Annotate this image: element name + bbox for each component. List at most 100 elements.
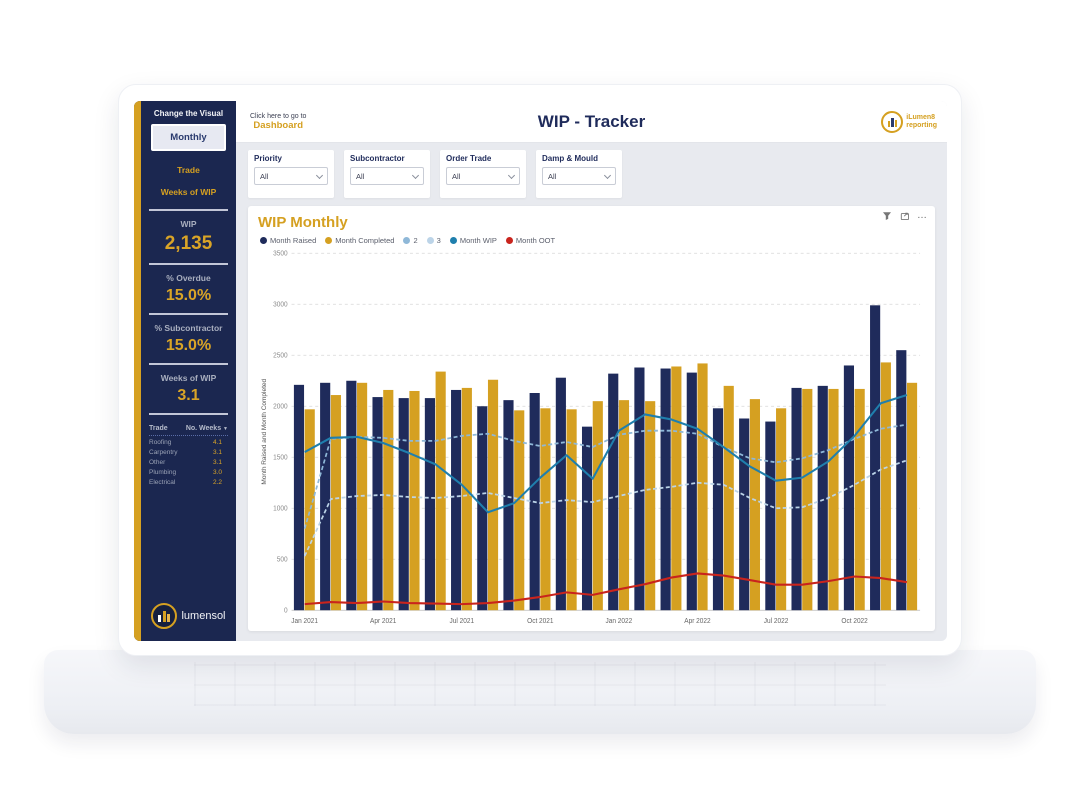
- legend-item[interactable]: 2: [403, 236, 418, 245]
- filter-order-trade: Order Trade All: [440, 150, 526, 198]
- trade-name: Other: [149, 459, 166, 466]
- sidebar-item-monthly[interactable]: Monthly: [151, 124, 226, 151]
- svg-text:1000: 1000: [273, 505, 288, 512]
- filter-order-trade-dropdown[interactable]: All: [446, 167, 520, 185]
- filter-priority-dropdown[interactable]: All: [254, 167, 328, 185]
- trade-table-col-trade[interactable]: Trade: [149, 424, 168, 432]
- y-axis-label: Month Raised and Month Completed: [261, 378, 268, 484]
- kpi-subcontractor-label: % Subcontractor: [154, 323, 223, 333]
- sort-indicator-icon: ▼: [223, 425, 228, 432]
- bar-month-completed: [671, 366, 682, 611]
- legend-item[interactable]: 3: [426, 236, 441, 245]
- trade-table-col-no-weeks[interactable]: No. Weeks ▼: [185, 424, 228, 432]
- svg-text:2500: 2500: [273, 353, 288, 360]
- svg-text:3500: 3500: [273, 251, 288, 258]
- legend-item[interactable]: Month OOT: [505, 236, 555, 245]
- trade-name: Carpentry: [149, 449, 178, 456]
- trade-name: Roofing: [149, 439, 172, 446]
- bar-month-completed: [330, 395, 341, 611]
- chart-legend: Month Raised Month Completed 2 3 Month WIP Mo…: [260, 236, 925, 245]
- dashboard: Change the Visual Monthly Trade Weeks of…: [134, 101, 947, 641]
- filter-damp-mould-dropdown[interactable]: All: [542, 167, 616, 185]
- top-bar: Click here to go to Dashboard WIP - Trac…: [236, 101, 947, 143]
- filter-priority-value: All: [260, 171, 269, 181]
- kpi-weeks-of-wip: Weeks of WIP 3.1: [141, 371, 236, 407]
- ilumen8-logo: iLumen8 reporting: [881, 110, 937, 133]
- bar-month-raised: [398, 398, 409, 611]
- more-options-icon[interactable]: …: [917, 209, 927, 221]
- trade-name: Plumbing: [149, 469, 177, 476]
- filter-subcontractor-dropdown[interactable]: All: [350, 167, 424, 185]
- bar-month-raised: [320, 382, 331, 611]
- dashboard-link[interactable]: Dashboard: [253, 119, 304, 131]
- bar-month-completed: [618, 400, 630, 611]
- bar-month-completed: [461, 387, 472, 611]
- svg-text:Jan 2022: Jan 2022: [606, 618, 633, 625]
- legend-dot-icon: [260, 237, 267, 244]
- focus-mode-icon[interactable]: [899, 210, 910, 221]
- brand-line2: reporting: [906, 121, 937, 129]
- brand-line1: iLumen8: [906, 113, 936, 121]
- chevron-down-icon: [507, 171, 516, 179]
- svg-text:Apr 2021: Apr 2021: [370, 618, 397, 625]
- kpi-wip-value: 2,135: [164, 233, 213, 254]
- table-row: Roofing 4.1: [149, 438, 228, 448]
- legend-item[interactable]: Month WIP: [449, 236, 497, 245]
- kpi-overdue: % Overdue 15.0%: [141, 271, 236, 307]
- bar-month-raised: [765, 421, 776, 611]
- divider: [149, 363, 228, 365]
- lumensol-logo: lumensol: [141, 593, 236, 641]
- bar-month-raised: [896, 350, 907, 611]
- chart-area: 0 500 1000 1500 2000 2500 3000 3500 Jan 2021 Apr …: [258, 247, 925, 627]
- filter-subcontractor: Subcontractor All: [344, 150, 430, 198]
- chevron-down-icon: [315, 171, 324, 179]
- svg-text:Apr 2022: Apr 2022: [684, 618, 711, 625]
- kpi-weeks-value: 3.1: [177, 387, 200, 404]
- bar-month-completed: [592, 401, 603, 611]
- bar-month-raised: [791, 387, 802, 611]
- legend-item[interactable]: Month Completed: [325, 236, 394, 245]
- bar-month-completed: [435, 371, 446, 611]
- bar-month-raised: [555, 377, 566, 611]
- sidebar-item-weeks-of-wip[interactable]: Weeks of WIP: [160, 187, 217, 197]
- bar-month-raised: [293, 384, 305, 611]
- bar-month-completed: [487, 379, 499, 611]
- filter-damp-mould: Damp & Mould All: [536, 150, 622, 198]
- line-2: [303, 423, 908, 529]
- kpi-weeks-label: Weeks of WIP: [160, 373, 217, 383]
- laptop-base: [44, 650, 1036, 734]
- bar-month-completed: [566, 409, 577, 611]
- bar-month-raised: [608, 373, 619, 611]
- bar-month-completed: [828, 388, 839, 611]
- divider: [149, 413, 228, 415]
- bar-month-completed: [854, 388, 865, 611]
- bar-month-raised: [634, 367, 645, 611]
- filter-priority-label: Priority: [254, 154, 283, 163]
- wip-monthly-chart[interactable]: 0 500 1000 1500 2000 2500 3000 3500 Jan 2021 Apr …: [258, 247, 925, 627]
- filter-icon[interactable]: [881, 210, 892, 221]
- trade-name: Electrical: [149, 479, 176, 486]
- sidebar-item-trade[interactable]: Trade: [177, 165, 200, 175]
- page-title: WIP - Tracker: [537, 111, 646, 131]
- chevron-down-icon: [603, 171, 612, 179]
- bar-month-raised: [451, 389, 462, 611]
- filter-strip: Priority All Subcontractor All: [236, 143, 947, 198]
- svg-text:2000: 2000: [273, 404, 288, 411]
- laptop-screen-bezel: Change the Visual Monthly Trade Weeks of…: [118, 84, 962, 656]
- svg-text:500: 500: [277, 556, 288, 563]
- bar-month-raised: [817, 385, 828, 611]
- bar-month-completed: [304, 409, 315, 611]
- bar-month-completed: [514, 410, 525, 611]
- svg-text:Jan 2021: Jan 2021: [291, 618, 318, 625]
- sidebar-header: Change the Visual: [153, 109, 224, 118]
- legend-item[interactable]: Month Raised: [260, 236, 316, 245]
- main-area: Click here to go to Dashboard WIP - Trac…: [236, 101, 947, 641]
- filter-order-trade-value: All: [452, 171, 461, 181]
- legend-dot-icon: [426, 237, 434, 244]
- bar-month-raised: [660, 368, 671, 611]
- svg-text:Oct 2022: Oct 2022: [841, 618, 868, 625]
- divider: [149, 209, 228, 211]
- kpi-subcontractor-value: 15.0%: [165, 337, 212, 354]
- bar-month-completed: [723, 385, 734, 611]
